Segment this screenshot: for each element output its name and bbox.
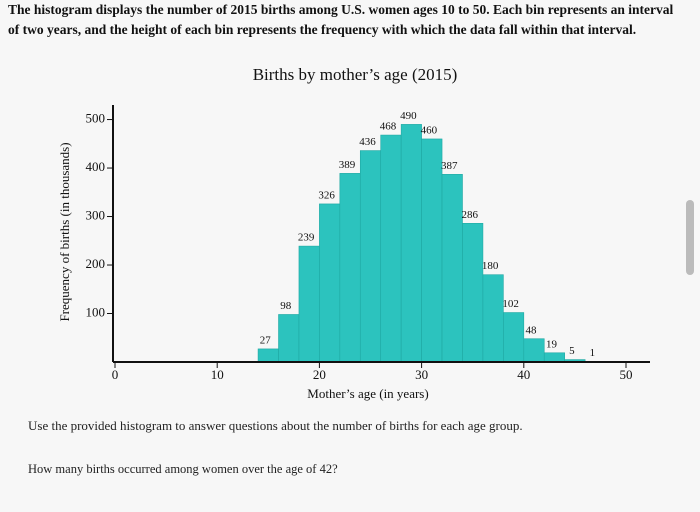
bar: [482, 274, 504, 363]
x-axis-label: Mother’s age (in years): [307, 386, 428, 401]
bar: [421, 138, 443, 363]
y-tick-label: 200: [86, 256, 106, 271]
question: How many births occurred among women ove…: [28, 462, 338, 476]
y-axis-label: Frequency of births (in thousands): [57, 142, 72, 321]
x-tick-label: 20: [313, 367, 326, 382]
x-tick-label: 30: [415, 367, 428, 382]
x-tick-label: 50: [620, 367, 633, 382]
value-label: 102: [502, 298, 519, 310]
bar: [400, 124, 422, 363]
bar: [339, 173, 361, 363]
y-tick-label: 100: [86, 304, 106, 319]
value-label: 468: [380, 121, 397, 133]
value-label: 48: [526, 324, 538, 336]
bar: [257, 348, 279, 363]
y-tick-label: 500: [86, 111, 106, 126]
x-tick-label: 40: [517, 367, 530, 382]
y-tick-label: 400: [86, 159, 106, 174]
chart-title: Births by mother’s age (2015): [253, 65, 458, 84]
scrollbar[interactable]: [686, 200, 694, 275]
bar: [441, 174, 463, 363]
value-label: 460: [421, 124, 438, 136]
bar: [380, 134, 402, 363]
value-label: 389: [339, 159, 356, 171]
bar: [319, 203, 341, 363]
value-label: 387: [441, 160, 458, 172]
value-label: 5: [569, 345, 575, 357]
bar: [278, 314, 300, 363]
value-label: 326: [318, 189, 335, 201]
instructions: Use the provided histogram to answer que…: [28, 418, 523, 433]
value-label: 436: [359, 136, 376, 148]
bar: [503, 312, 525, 363]
value-label: 98: [280, 300, 292, 312]
value-label: 239: [298, 232, 315, 244]
value-label: 490: [400, 110, 417, 122]
value-label: 286: [461, 209, 478, 221]
bar: [543, 352, 565, 363]
value-label: 180: [482, 260, 499, 272]
value-label: 27: [260, 334, 272, 346]
bar: [523, 338, 545, 363]
bar: [359, 150, 382, 363]
x-tick-label: 10: [211, 367, 224, 382]
bar: [298, 245, 320, 363]
y-tick-label: 300: [86, 208, 106, 223]
bar: [462, 223, 484, 363]
value-label: 1: [590, 347, 596, 359]
x-tick-label: 0: [112, 367, 119, 382]
value-label: 19: [546, 338, 558, 350]
header-text: The histogram displays the number of 201…: [8, 2, 674, 37]
